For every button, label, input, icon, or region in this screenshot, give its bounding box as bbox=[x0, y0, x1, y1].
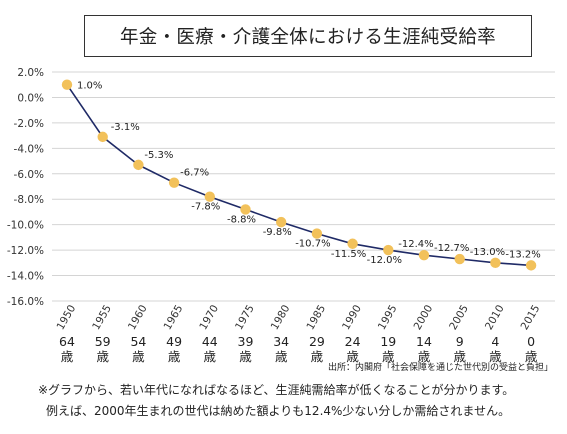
data-point bbox=[490, 257, 501, 269]
data-label: -12.7% bbox=[434, 243, 469, 254]
series-line bbox=[66, 84, 532, 267]
data-label: -8.8% bbox=[227, 214, 256, 225]
age-unit: 歳 bbox=[168, 349, 181, 364]
data-point bbox=[454, 253, 465, 265]
y-tick-label: -2.0% bbox=[14, 118, 44, 130]
age-number: 49 bbox=[166, 334, 182, 349]
age-number: 4 bbox=[491, 334, 499, 349]
data-label: -11.5% bbox=[331, 249, 366, 260]
x-tick-label: 2010 bbox=[483, 303, 507, 332]
y-tick-label: 0.0% bbox=[17, 92, 44, 104]
note-line-1: ※グラフから、若い年代になればなるほど、生涯純需給率が低くなることが分かります。 bbox=[38, 383, 515, 397]
age-number: 59 bbox=[95, 334, 111, 349]
data-label: -9.8% bbox=[263, 227, 292, 238]
age-number: 9 bbox=[456, 334, 464, 349]
y-tick-label: -6.0% bbox=[14, 169, 44, 181]
age-unit: 歳 bbox=[61, 349, 74, 364]
x-tick-label: 1970 bbox=[197, 303, 221, 332]
age-unit: 歳 bbox=[382, 349, 395, 364]
x-tick-label: 1975 bbox=[233, 303, 257, 332]
age-unit: 歳 bbox=[239, 349, 252, 364]
age-number: 39 bbox=[238, 334, 254, 349]
data-label: -7.8% bbox=[191, 202, 220, 213]
x-tick-label: 1980 bbox=[269, 303, 293, 332]
y-tick-label: 2.0% bbox=[17, 67, 44, 79]
x-tick-label: 1995 bbox=[376, 303, 400, 332]
note-line-2: 例えば、2000年生まれの世代は納めた額よりも12.4%少ない分しか需給されませ… bbox=[46, 404, 511, 418]
age-unit: 歳 bbox=[132, 349, 145, 364]
data-point bbox=[311, 228, 323, 239]
data-point bbox=[204, 191, 215, 202]
data-point bbox=[383, 244, 394, 256]
age-unit: 歳 bbox=[418, 349, 431, 364]
data-label: 1.0% bbox=[77, 81, 102, 92]
age-unit: 歳 bbox=[275, 349, 288, 364]
age-number: 29 bbox=[309, 334, 325, 349]
y-axis-labels: 2.0% 0.0% -2.0% -4.0% -6.0% -8.0% -10.0% -12.0%… bbox=[7, 67, 44, 308]
data-point bbox=[418, 250, 430, 261]
age-unit: 歳 bbox=[96, 349, 109, 364]
data-points bbox=[61, 79, 537, 271]
y-tick-label: -4.0% bbox=[14, 143, 44, 155]
y-tick-label: -14.0% bbox=[7, 271, 44, 283]
y-tick-label: -10.0% bbox=[7, 220, 44, 232]
x-tick-label: 1960 bbox=[126, 303, 150, 332]
data-point bbox=[168, 177, 180, 188]
x-tick-label: 1985 bbox=[304, 303, 328, 332]
data-point bbox=[347, 238, 358, 249]
source-note: 出所：内閣府「社会保障を通じた世代別の受益と負担」 bbox=[327, 363, 553, 373]
x-tick-label: 1965 bbox=[162, 303, 186, 332]
age-number: 34 bbox=[273, 334, 289, 349]
data-label: -13.2% bbox=[505, 249, 540, 260]
age-unit: 歳 bbox=[346, 349, 359, 364]
age-unit: 歳 bbox=[204, 349, 217, 364]
age-unit: 歳 bbox=[489, 349, 502, 364]
age-unit: 歳 bbox=[311, 349, 324, 364]
data-label: -5.3% bbox=[144, 150, 173, 161]
age-unit: 歳 bbox=[525, 349, 538, 364]
data-point bbox=[61, 79, 73, 90]
x-axis-labels: 1950 1955 1960 1965 1970 1975 1980 1985 1990 1995… bbox=[55, 303, 543, 332]
x-tick-label: 1950 bbox=[55, 303, 79, 332]
age-number: 14 bbox=[416, 334, 432, 349]
data-label: -10.7% bbox=[295, 239, 330, 250]
age-number: 0 bbox=[527, 334, 535, 349]
data-point bbox=[240, 204, 251, 215]
age-number: 44 bbox=[202, 334, 218, 349]
age-number: 64 bbox=[59, 334, 75, 349]
data-label: -12.0% bbox=[367, 255, 402, 266]
age-number: 24 bbox=[345, 334, 361, 349]
data-point bbox=[276, 216, 287, 228]
y-tick-label: -16.0% bbox=[7, 296, 44, 308]
x-tick-label: 2000 bbox=[412, 303, 436, 332]
data-point bbox=[133, 159, 144, 171]
data-point bbox=[525, 260, 537, 271]
x-tick-label: 1990 bbox=[340, 303, 364, 332]
age-number: 19 bbox=[380, 334, 396, 349]
data-point bbox=[97, 131, 108, 143]
data-label: -3.1% bbox=[111, 122, 140, 133]
data-label: -13.0% bbox=[470, 247, 505, 258]
age-unit: 歳 bbox=[453, 349, 466, 364]
x-tick-label: 2005 bbox=[447, 303, 471, 332]
grid-lines bbox=[52, 71, 555, 302]
data-label: -6.7% bbox=[180, 168, 209, 179]
y-tick-label: -8.0% bbox=[14, 194, 44, 206]
x-tick-label: 1955 bbox=[90, 303, 114, 332]
y-tick-label: -12.0% bbox=[7, 245, 44, 257]
chart-title: 年金・医療・介護全体における生涯純受給率 bbox=[84, 15, 532, 57]
x-tick-label: 2015 bbox=[519, 303, 543, 332]
data-labels: 1.0% -3.1% -5.3% -6.7% -7.8% -8.8% -9.8%-10.7%… bbox=[77, 81, 541, 266]
age-number: 54 bbox=[130, 334, 146, 349]
data-label: -12.4% bbox=[398, 239, 433, 250]
